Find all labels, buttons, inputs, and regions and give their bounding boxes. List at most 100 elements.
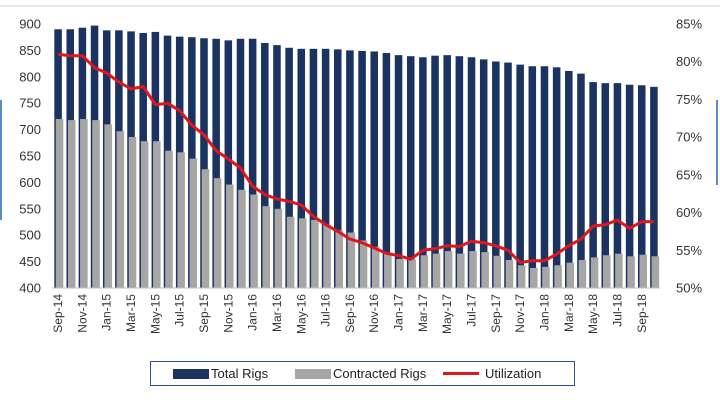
bar-contracted-rigs [457, 253, 465, 288]
bar-total-rigs [516, 64, 524, 288]
bar-contracted-rigs [104, 124, 112, 288]
y-right-tick-label: 55% [676, 243, 702, 258]
bar-total-rigs [552, 67, 561, 289]
x-tick-label: Nov-17 [513, 294, 527, 333]
bar-total-rigs [650, 86, 658, 288]
bar-contracted-rigs [274, 208, 283, 288]
bar-total-rigs [419, 57, 427, 288]
x-tick-label: Sep-15 [197, 294, 211, 333]
bar-total-rigs [504, 62, 512, 288]
bar-contracted-rigs [213, 178, 222, 288]
x-tick-label: Sep-16 [343, 294, 357, 333]
bar-contracted-rigs [80, 119, 88, 288]
x-tick-label: Jan-18 [537, 294, 551, 331]
bar-total-rigs [382, 53, 391, 288]
bar-contracted-rigs [140, 141, 149, 288]
bar-total-rigs [212, 38, 220, 289]
bar-contracted-rigs [530, 267, 538, 288]
bar-contracted-rigs [481, 252, 489, 288]
y-right-tick-label: 65% [676, 167, 702, 182]
bar-total-rigs [637, 85, 646, 288]
x-tick-label: Jul-18 [610, 294, 624, 327]
bar-contracted-rigs [262, 206, 271, 288]
y-right-tick-label: 50% [676, 281, 702, 296]
y-left-tick-label: 550 [19, 201, 41, 216]
bar-total-rigs [224, 40, 233, 289]
bar-contracted-rigs [116, 131, 125, 288]
bar-contracted-rigs [177, 152, 185, 288]
y-right-tick-label: 75% [676, 92, 702, 107]
bar-total-rigs [613, 83, 622, 288]
bar-total-rigs [273, 45, 281, 289]
legend-swatch-total-rigs [173, 368, 209, 379]
bar-contracted-rigs [554, 265, 562, 288]
bar-contracted-rigs [493, 255, 502, 288]
bar-total-rigs [358, 50, 366, 288]
bar-total-rigs [467, 57, 476, 288]
legend-label-utilization: Utilization [485, 366, 542, 381]
y-right-tick-label: 85% [676, 17, 702, 32]
legend-contracted-rigs: Contracted Rigs [295, 362, 426, 385]
bar-contracted-rigs [615, 253, 623, 288]
bar-total-rigs [321, 48, 330, 288]
bar-contracted-rigs [408, 259, 416, 288]
bar-contracted-rigs [128, 136, 137, 288]
x-tick-label: Nov-15 [221, 294, 235, 333]
legend-total-rigs: Total Rigs [173, 362, 268, 385]
x-tick-label: Mar-16 [270, 294, 284, 332]
bar-contracted-rigs [55, 119, 64, 288]
legend-label-total-rigs: Total Rigs [211, 366, 269, 381]
x-tick-label: Jul-16 [319, 294, 333, 327]
bar-contracted-rigs [201, 169, 210, 288]
bar-contracted-rigs [250, 194, 258, 288]
x-tick-label: Jan-15 [100, 294, 114, 331]
x-tick-label: May-18 [586, 294, 600, 334]
bar-contracted-rigs [505, 260, 514, 288]
bar-total-rigs [200, 38, 208, 289]
bar-contracted-rigs [153, 141, 161, 288]
bar-total-rigs [479, 59, 488, 288]
y-left-tick-label: 500 [19, 228, 41, 243]
bar-contracted-rigs [651, 256, 660, 288]
line-utilization [57, 52, 654, 264]
bar-total-rigs [406, 56, 415, 288]
bar-total-rigs [333, 49, 342, 289]
bar-total-rigs [394, 55, 403, 288]
x-tick-label: Jan-16 [246, 294, 260, 331]
bar-total-rigs [431, 55, 439, 289]
bar-total-rigs [528, 66, 537, 289]
bar-contracted-rigs [578, 260, 587, 288]
x-tick-label: Jul-15 [173, 294, 187, 327]
x-tick-label: Sep-14 [51, 294, 65, 333]
x-tick-label: Nov-16 [367, 294, 381, 333]
bar-contracted-rigs [469, 251, 477, 288]
legend-utilization: Utilization [443, 362, 541, 385]
x-tick-label: Mar-15 [124, 294, 138, 332]
bar-contracted-rigs [432, 253, 441, 288]
bar-total-rigs [492, 61, 500, 288]
bar-contracted-rigs [311, 219, 319, 288]
y-left-tick-label: 700 [19, 122, 41, 137]
chart-legend: Total Rigs Contracted Rigs Utilization [150, 361, 575, 386]
bar-total-rigs [577, 73, 585, 289]
y-right-tick-label: 70% [676, 130, 702, 145]
bar-total-rigs [370, 51, 379, 289]
y-left-tick-label: 900 [19, 17, 41, 32]
y-left-tick-label: 750 [19, 96, 41, 111]
x-tick-label: Jan-17 [392, 294, 406, 331]
y-left-tick-label: 650 [19, 149, 41, 164]
bar-contracted-rigs [371, 246, 380, 288]
legend-swatch-contracted-rigs [295, 368, 331, 379]
bar-contracted-rigs [298, 218, 307, 288]
bar-contracted-rigs [92, 120, 100, 288]
bar-contracted-rigs [323, 224, 331, 288]
y-left-tick-label: 450 [19, 254, 41, 269]
x-tick-label: Sep-17 [489, 294, 503, 333]
bar-contracted-rigs [286, 216, 295, 288]
y-left-tick-label: 600 [19, 175, 41, 190]
right-edge-marker [716, 100, 718, 185]
bar-contracted-rigs [590, 257, 599, 288]
bar-total-rigs [236, 38, 245, 289]
bar-total-rigs [625, 84, 634, 288]
